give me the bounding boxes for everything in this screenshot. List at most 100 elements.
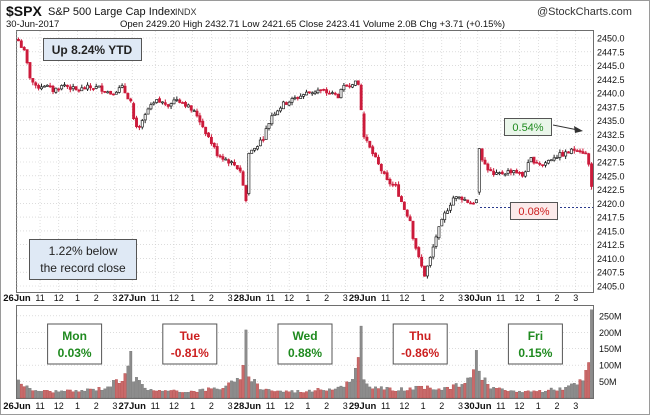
volume-bar bbox=[377, 388, 380, 399]
candle-body bbox=[385, 172, 389, 181]
volume-bar bbox=[31, 390, 35, 399]
candle-body bbox=[166, 104, 170, 107]
volume-bar bbox=[166, 390, 170, 399]
candle-body bbox=[400, 196, 403, 202]
candle-body bbox=[235, 165, 239, 170]
candle-body bbox=[584, 152, 588, 155]
volume-bar bbox=[146, 390, 150, 399]
candle-body bbox=[184, 102, 187, 107]
candle-body bbox=[443, 212, 447, 221]
candle-body bbox=[336, 93, 340, 99]
candle-body bbox=[353, 80, 357, 86]
volume-bar bbox=[158, 390, 161, 399]
candle-body bbox=[218, 155, 222, 158]
volume-bar bbox=[307, 389, 311, 399]
candle-body bbox=[535, 161, 539, 164]
volume-bar bbox=[498, 387, 501, 399]
candle-body bbox=[212, 142, 216, 148]
volume-bar bbox=[112, 380, 115, 399]
candle-body bbox=[54, 87, 58, 93]
volume-tick-label: 250M bbox=[599, 311, 622, 321]
candle-body bbox=[477, 148, 481, 193]
candle-body bbox=[371, 146, 375, 155]
volume-bar bbox=[103, 388, 107, 399]
candle-body bbox=[480, 148, 484, 161]
volume-bar bbox=[345, 381, 349, 399]
x-tick-label: 11 bbox=[266, 401, 275, 411]
volume-bar bbox=[463, 383, 467, 399]
volume-bar bbox=[385, 387, 389, 399]
volume-bar bbox=[77, 391, 81, 399]
volume-bar bbox=[359, 325, 363, 399]
candle-body bbox=[172, 99, 176, 105]
candle-body bbox=[63, 84, 66, 87]
price-tick-label: 2442.5 bbox=[597, 75, 625, 85]
volume-bar bbox=[572, 383, 576, 399]
x-tick-label: 3 bbox=[343, 293, 348, 303]
candle-body bbox=[258, 139, 262, 147]
price-tick-label: 2437.5 bbox=[597, 102, 625, 112]
volume-bar bbox=[19, 383, 23, 399]
candle-body bbox=[31, 78, 35, 83]
candle-body bbox=[342, 85, 346, 91]
candle-body bbox=[299, 95, 303, 99]
volume-bar bbox=[140, 384, 144, 399]
candle-body bbox=[541, 164, 545, 166]
x-tick-label: 1 bbox=[190, 293, 195, 303]
candle-body bbox=[152, 102, 156, 105]
candle-body bbox=[526, 162, 530, 172]
volume-bar bbox=[299, 392, 303, 399]
candle-body bbox=[587, 153, 591, 165]
volume-bar bbox=[451, 384, 455, 399]
x-tick-label: 1 bbox=[536, 401, 541, 411]
candle-body bbox=[552, 157, 556, 161]
symbol: $SPX bbox=[6, 3, 42, 19]
candle-body bbox=[132, 103, 136, 120]
volume-tick-label: 50M bbox=[599, 377, 617, 387]
volume-bar bbox=[503, 390, 507, 399]
volume-bar bbox=[356, 357, 360, 399]
volume-bar bbox=[529, 391, 533, 399]
volume-bar bbox=[584, 370, 588, 399]
candle-body bbox=[100, 85, 104, 92]
volume-bar bbox=[126, 365, 130, 399]
price-tick-label: 2427.5 bbox=[597, 158, 625, 168]
volume-bar bbox=[405, 390, 409, 399]
price-tick-label: 2420.0 bbox=[597, 199, 625, 209]
candle-body bbox=[391, 183, 395, 186]
volume-bar bbox=[351, 379, 354, 399]
candle-body bbox=[204, 126, 208, 135]
volume-bar bbox=[109, 386, 112, 399]
candle-body bbox=[94, 86, 98, 89]
volume-bar bbox=[544, 391, 547, 399]
price-axis: 2450.0 2447.5 2445.0 2442.5 2440.0 2437.5 2435… bbox=[597, 34, 625, 292]
candle-body bbox=[414, 238, 418, 249]
volume-bar bbox=[290, 390, 294, 399]
volume-bar bbox=[83, 390, 87, 399]
candle-body bbox=[158, 98, 162, 103]
volume-bar bbox=[186, 392, 190, 399]
candle-body bbox=[382, 171, 386, 174]
volume-bar bbox=[247, 376, 251, 399]
volume-bar bbox=[120, 381, 124, 399]
x-tick-label: 11 bbox=[381, 401, 390, 411]
up-pct-arrow bbox=[552, 124, 579, 131]
volume-bar bbox=[578, 379, 582, 399]
price-tick-label: 2430.0 bbox=[597, 144, 625, 154]
candle-body bbox=[88, 85, 92, 89]
x-tick-label: 12 bbox=[284, 293, 294, 303]
x-tick-label: 11 bbox=[35, 401, 44, 411]
volume-bar bbox=[267, 389, 271, 399]
volume-bar bbox=[472, 369, 475, 399]
x-tick-label: 2 bbox=[324, 401, 329, 411]
candle-body bbox=[397, 184, 401, 197]
price-tick-label: 2432.5 bbox=[597, 130, 625, 140]
x-tick-label: 1 bbox=[421, 293, 426, 303]
x-tick-label: 1 bbox=[421, 401, 426, 411]
volume-bar bbox=[34, 390, 38, 399]
x-tick-label: 3 bbox=[228, 293, 233, 303]
volume-bar bbox=[489, 388, 493, 399]
volume-bar bbox=[89, 388, 92, 399]
candle-body bbox=[279, 107, 282, 112]
volume-bar bbox=[391, 390, 395, 399]
